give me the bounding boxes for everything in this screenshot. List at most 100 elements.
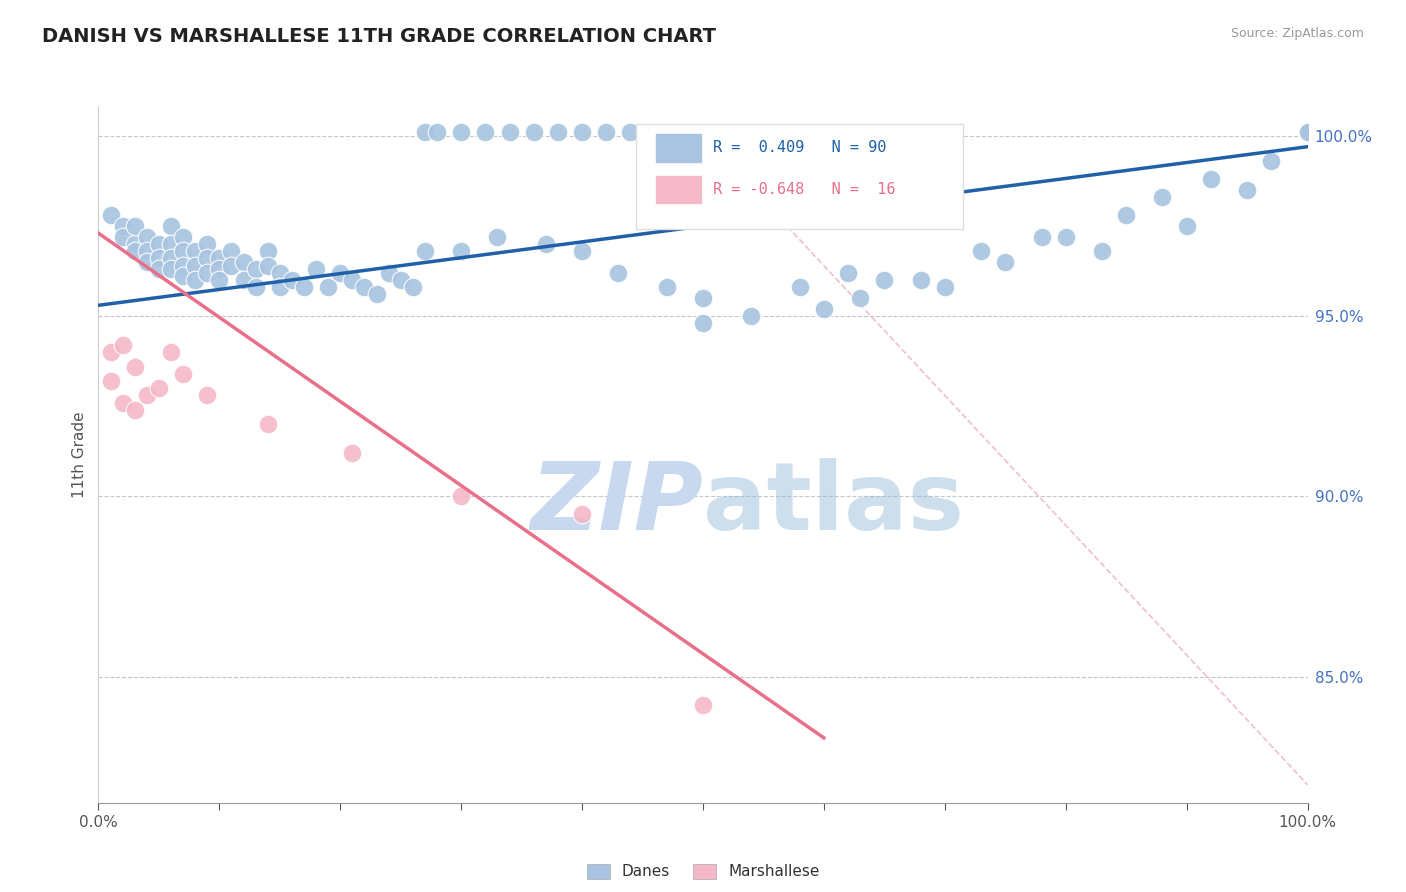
Point: [389, 273, 412, 287]
Point: [740, 309, 762, 323]
Point: [595, 125, 617, 139]
Point: [221, 259, 243, 273]
Point: [245, 280, 267, 294]
Point: [148, 237, 170, 252]
Point: [245, 262, 267, 277]
Point: [269, 280, 291, 294]
Point: [148, 262, 170, 277]
Point: [292, 280, 315, 294]
Point: [813, 301, 835, 316]
Point: [172, 244, 194, 259]
FancyBboxPatch shape: [655, 134, 702, 162]
Point: [1054, 229, 1077, 244]
Point: [450, 125, 472, 139]
Point: [1091, 244, 1114, 259]
Point: [100, 345, 122, 359]
Point: [1199, 172, 1222, 186]
Point: [402, 280, 425, 294]
Point: [910, 273, 932, 287]
Point: [692, 291, 714, 305]
Point: [124, 359, 146, 374]
Point: [135, 229, 157, 244]
Text: R = -0.648   N =  16: R = -0.648 N = 16: [713, 182, 896, 196]
Point: [571, 508, 593, 522]
Text: atlas: atlas: [703, 458, 965, 549]
Point: [342, 446, 364, 460]
Point: [547, 125, 569, 139]
Point: [148, 252, 170, 266]
Point: [256, 259, 278, 273]
Point: [486, 229, 509, 244]
Point: [195, 266, 218, 280]
Point: [172, 229, 194, 244]
Point: [160, 252, 183, 266]
Point: [124, 402, 146, 417]
Legend: Danes, Marshallese: Danes, Marshallese: [581, 857, 825, 886]
Point: [135, 388, 157, 402]
Point: [316, 280, 339, 294]
Point: [934, 280, 956, 294]
Point: [160, 345, 183, 359]
Point: [124, 244, 146, 259]
Point: [256, 417, 278, 432]
Text: DANISH VS MARSHALLESE 11TH GRADE CORRELATION CHART: DANISH VS MARSHALLESE 11TH GRADE CORRELA…: [42, 27, 716, 45]
Point: [221, 244, 243, 259]
Point: [208, 273, 231, 287]
Point: [124, 219, 146, 233]
Point: [849, 291, 872, 305]
Point: [184, 273, 207, 287]
Point: [498, 125, 520, 139]
Point: [1152, 190, 1174, 204]
Point: [160, 237, 183, 252]
Point: [111, 338, 134, 352]
Point: [281, 273, 304, 287]
Y-axis label: 11th Grade: 11th Grade: [72, 411, 87, 499]
Point: [111, 229, 134, 244]
Point: [426, 125, 449, 139]
Point: [619, 125, 641, 139]
Point: [208, 252, 231, 266]
Point: [172, 367, 194, 381]
Point: [1031, 229, 1053, 244]
Point: [1296, 125, 1319, 139]
FancyBboxPatch shape: [655, 175, 702, 204]
Point: [100, 374, 122, 388]
Point: [692, 698, 714, 713]
Point: [377, 266, 399, 280]
Point: [353, 280, 375, 294]
Point: [342, 273, 364, 287]
Point: [256, 244, 278, 259]
Point: [655, 280, 678, 294]
Point: [148, 381, 170, 395]
Point: [195, 237, 218, 252]
Point: [305, 262, 328, 277]
Point: [607, 266, 630, 280]
Text: ZIP: ZIP: [530, 458, 703, 549]
Point: [873, 273, 896, 287]
Point: [970, 244, 993, 259]
Text: R =  0.409   N = 90: R = 0.409 N = 90: [713, 140, 886, 155]
Point: [172, 259, 194, 273]
Point: [1115, 208, 1137, 222]
Point: [789, 280, 811, 294]
Point: [413, 244, 436, 259]
Point: [232, 273, 254, 287]
Point: [195, 252, 218, 266]
Point: [269, 266, 291, 280]
Point: [994, 255, 1017, 269]
Point: [160, 262, 183, 277]
Point: [100, 208, 122, 222]
Point: [135, 244, 157, 259]
Point: [184, 259, 207, 273]
Point: [366, 287, 388, 301]
Text: Source: ZipAtlas.com: Source: ZipAtlas.com: [1230, 27, 1364, 40]
Point: [1236, 183, 1258, 197]
Point: [837, 266, 859, 280]
Point: [474, 125, 496, 139]
Point: [523, 125, 546, 139]
Point: [1296, 125, 1319, 139]
Point: [135, 255, 157, 269]
Point: [1260, 154, 1282, 169]
Point: [329, 266, 352, 280]
Point: [208, 262, 231, 277]
